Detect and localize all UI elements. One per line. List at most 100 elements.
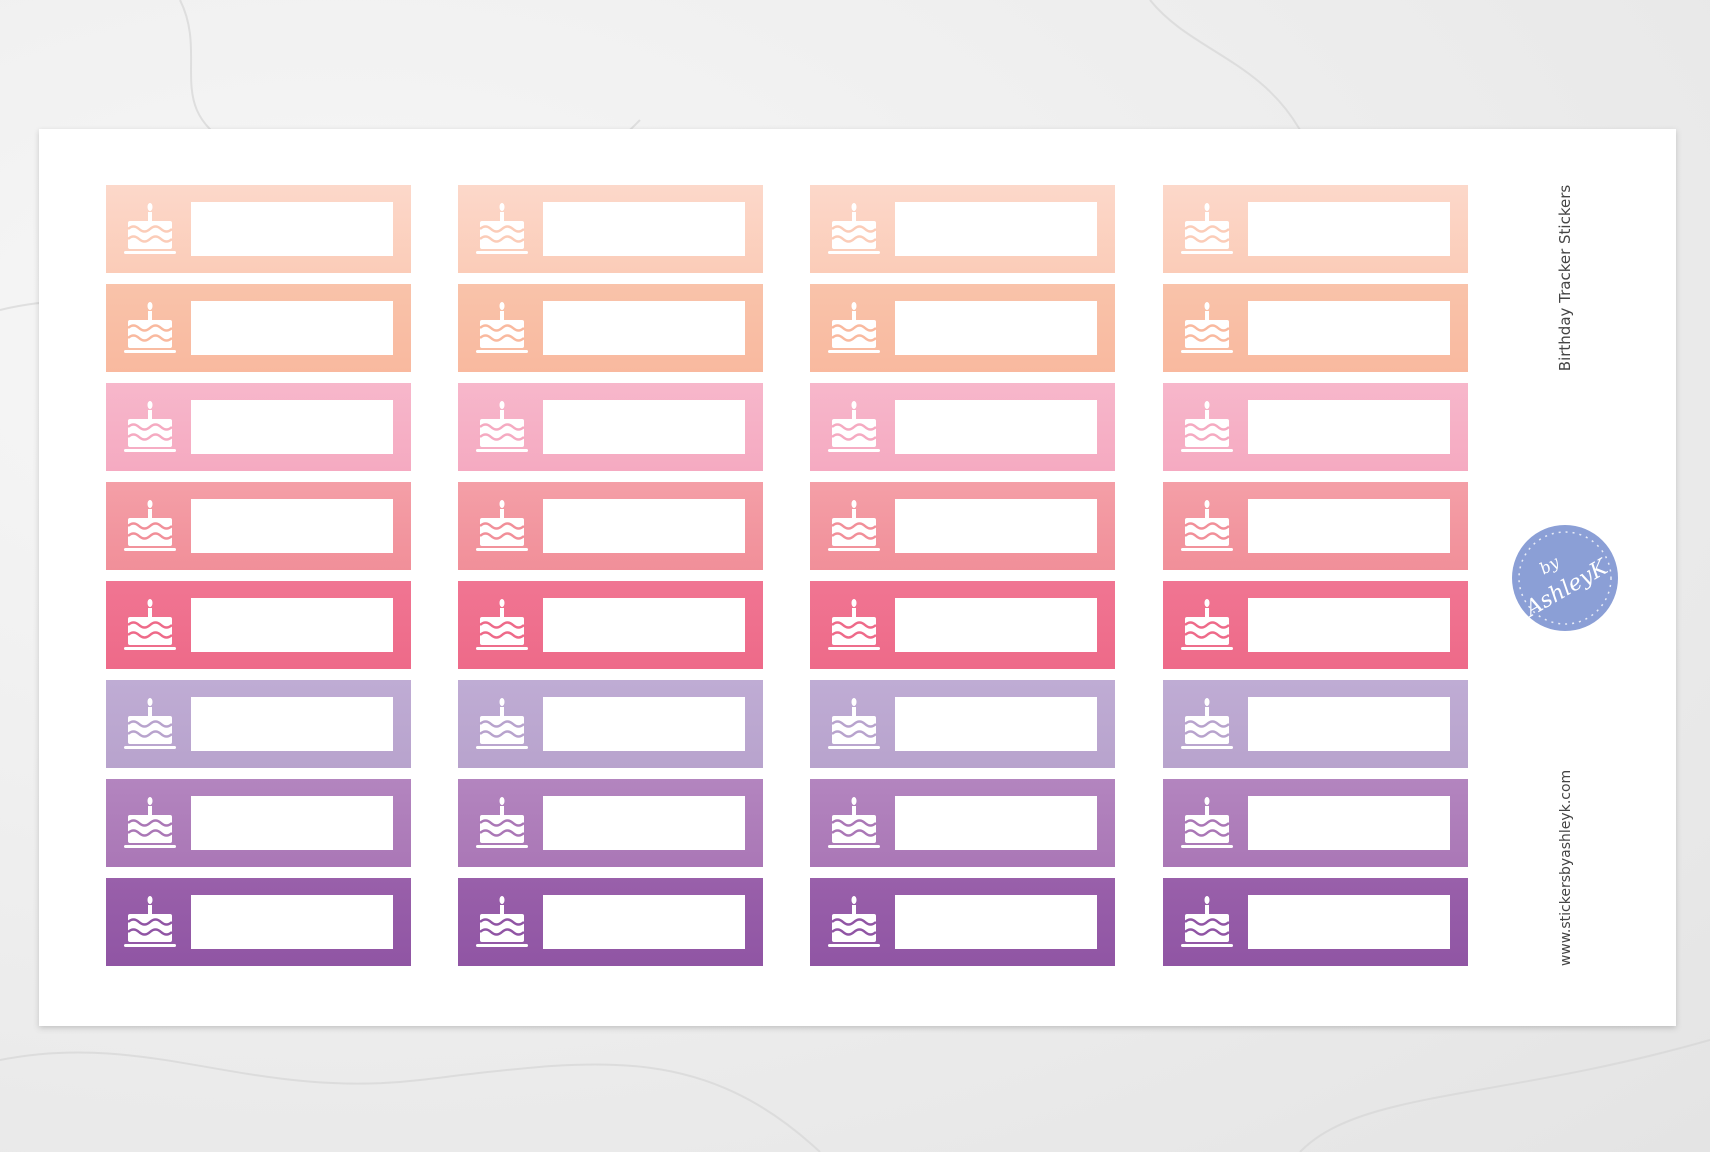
cake-icon xyxy=(1181,302,1233,353)
write-in-box xyxy=(543,202,745,256)
sticker xyxy=(810,680,1115,768)
sticker xyxy=(106,878,411,966)
frosting-wave xyxy=(127,730,173,738)
sticker xyxy=(106,779,411,867)
frosting-wave xyxy=(831,720,877,728)
write-in-box xyxy=(895,499,1097,553)
vein xyxy=(0,1051,821,1152)
sticker xyxy=(106,185,411,273)
sticker xyxy=(1163,482,1468,570)
cake-body xyxy=(480,419,524,447)
flame xyxy=(1204,797,1210,805)
frosting-wave xyxy=(127,928,173,936)
frosting-wave xyxy=(127,522,173,530)
frosting-wave xyxy=(479,928,525,936)
candle xyxy=(852,212,856,221)
flame xyxy=(851,896,857,904)
candle xyxy=(500,806,504,815)
plate xyxy=(1181,350,1233,353)
sticker xyxy=(1163,185,1468,273)
cake-body xyxy=(128,617,172,645)
vein xyxy=(1149,0,1301,131)
candle xyxy=(852,608,856,617)
sheet-title: Birthday Tracker Stickers xyxy=(1556,185,1574,372)
candle xyxy=(148,212,152,221)
frosting-wave xyxy=(479,631,525,639)
write-in-box xyxy=(1248,301,1450,355)
frosting-wave xyxy=(1184,631,1230,639)
sticker xyxy=(1163,581,1468,669)
candle xyxy=(1205,509,1209,518)
frosting-wave xyxy=(479,730,525,738)
cake-body xyxy=(832,815,876,843)
frosting-wave xyxy=(1184,423,1230,431)
write-in-box xyxy=(895,400,1097,454)
cake-body xyxy=(832,617,876,645)
candle xyxy=(1205,608,1209,617)
flame xyxy=(851,797,857,805)
frosting-wave xyxy=(127,918,173,926)
write-in-box xyxy=(895,202,1097,256)
cake-body xyxy=(1185,815,1229,843)
frosting-wave xyxy=(1184,324,1230,332)
frosting-wave xyxy=(479,235,525,243)
cake-body xyxy=(1185,914,1229,942)
write-in-box xyxy=(895,598,1097,652)
cake-icon xyxy=(828,203,880,254)
candle xyxy=(500,707,504,716)
write-in-box xyxy=(191,400,393,454)
plate xyxy=(828,449,880,452)
sticker xyxy=(810,482,1115,570)
flame xyxy=(147,698,153,706)
sticker xyxy=(810,779,1115,867)
flame xyxy=(1204,698,1210,706)
frosting-wave xyxy=(479,423,525,431)
frosting-wave xyxy=(127,334,173,342)
write-in-box xyxy=(1248,400,1450,454)
cake-body xyxy=(480,914,524,942)
plate xyxy=(124,449,176,452)
flame xyxy=(851,500,857,508)
flame xyxy=(851,203,857,211)
sticker xyxy=(458,284,763,372)
write-in-box xyxy=(895,796,1097,850)
cake-icon xyxy=(476,500,528,551)
cake-icon xyxy=(476,599,528,650)
plate xyxy=(476,944,528,947)
sticker xyxy=(106,680,411,768)
cake-body xyxy=(832,914,876,942)
flame xyxy=(499,203,505,211)
frosting-wave xyxy=(479,225,525,233)
flame xyxy=(851,698,857,706)
cake-body xyxy=(1185,716,1229,744)
frosting-wave xyxy=(127,631,173,639)
candle xyxy=(148,608,152,617)
flame xyxy=(499,500,505,508)
write-in-box xyxy=(543,697,745,751)
plate xyxy=(476,548,528,551)
frosting-wave xyxy=(127,423,173,431)
write-in-box xyxy=(191,301,393,355)
frosting-wave xyxy=(479,522,525,530)
sticker xyxy=(458,680,763,768)
cake-icon xyxy=(1181,401,1233,452)
cake-icon xyxy=(476,797,528,848)
flame xyxy=(851,599,857,607)
write-in-box xyxy=(191,499,393,553)
write-in-box xyxy=(895,301,1097,355)
plate xyxy=(476,845,528,848)
frosting-wave xyxy=(127,621,173,629)
frosting-wave xyxy=(831,522,877,530)
plate xyxy=(828,548,880,551)
plate xyxy=(476,746,528,749)
plate xyxy=(1181,449,1233,452)
frosting-wave xyxy=(127,829,173,837)
frosting-wave xyxy=(127,324,173,332)
sticker xyxy=(810,878,1115,966)
cake-body xyxy=(128,419,172,447)
sticker xyxy=(458,779,763,867)
frosting-wave xyxy=(127,532,173,540)
flame xyxy=(499,599,505,607)
candle xyxy=(1205,707,1209,716)
